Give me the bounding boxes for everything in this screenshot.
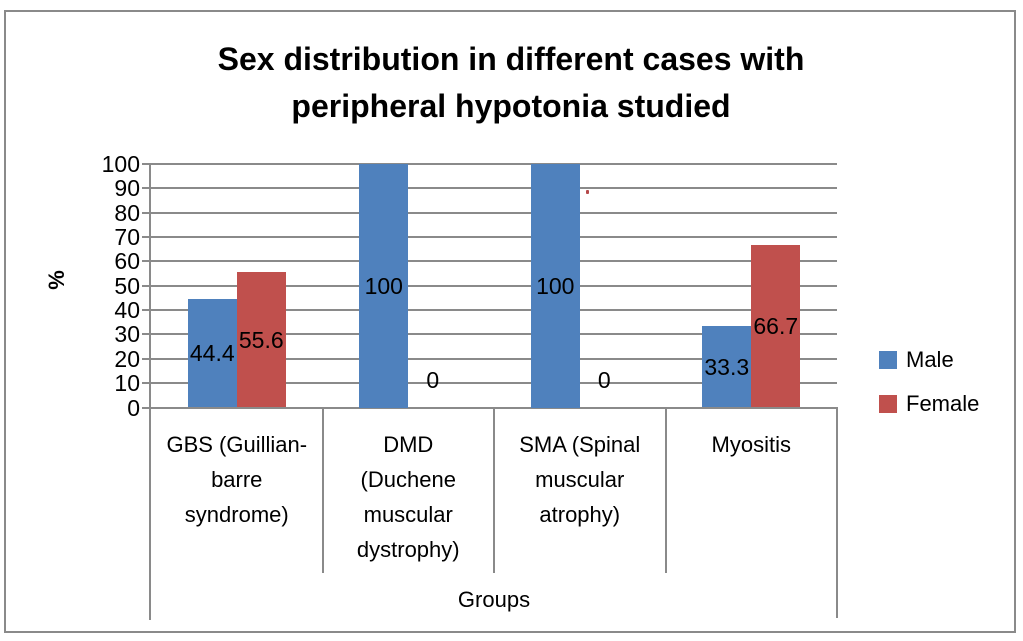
y-axis-tick bbox=[142, 333, 151, 336]
data-label-male-2: 100 bbox=[536, 272, 575, 299]
y-axis-tick bbox=[142, 236, 151, 239]
chart-title: Sex distribution in different cases with… bbox=[217, 41, 805, 124]
gridline bbox=[151, 211, 837, 214]
legend-swatch-male-icon bbox=[879, 351, 897, 369]
bar-female-3 bbox=[751, 245, 801, 408]
data-label-female-1: 0 bbox=[426, 367, 440, 393]
category-label-0: GBS (Guillian- barre syndrome) bbox=[166, 432, 308, 527]
data-label-female-3: 66.7 bbox=[753, 313, 799, 340]
y-axis-tick-label: 0 bbox=[127, 394, 140, 421]
bar-male-2 bbox=[530, 164, 580, 408]
y-axis-tick-label: 40 bbox=[114, 297, 140, 324]
data-label-male-1: 100 bbox=[364, 272, 403, 299]
data-label-male-3: 33.3 bbox=[704, 353, 750, 380]
y-axis-tick-label: 50 bbox=[114, 272, 140, 299]
y-axis-tick bbox=[142, 284, 151, 287]
plot-right-border bbox=[836, 407, 838, 618]
legend-entry-female: Female bbox=[879, 391, 979, 417]
bar-male-1 bbox=[359, 164, 409, 408]
y-axis-tick bbox=[142, 357, 151, 360]
y-axis-tick bbox=[142, 260, 151, 263]
y-axis-tick bbox=[142, 406, 151, 409]
data-label-female-0: 55.6 bbox=[238, 326, 284, 353]
legend-label-female: Female bbox=[906, 391, 980, 416]
y-axis-tick bbox=[142, 211, 151, 214]
bar-male-3 bbox=[702, 326, 752, 408]
y-axis-title: % bbox=[44, 270, 69, 290]
chart-border-frame bbox=[4, 10, 1016, 633]
category-label-2: SMA (Spinal muscular atrophy) bbox=[519, 432, 641, 527]
y-axis-tick-label: 30 bbox=[114, 321, 140, 348]
bar-male-0 bbox=[187, 299, 237, 408]
gridline bbox=[151, 187, 837, 190]
gridline bbox=[151, 309, 837, 312]
y-axis-tick-label: 20 bbox=[114, 345, 140, 372]
gridline bbox=[151, 284, 837, 287]
gridline bbox=[151, 236, 837, 239]
y-axis-tick-label: 100 bbox=[101, 151, 140, 177]
stray-red-speck bbox=[586, 190, 589, 194]
y-axis-tick-label: 90 bbox=[114, 175, 140, 202]
y-axis-tick-label: 80 bbox=[114, 199, 140, 226]
category-separator bbox=[493, 407, 495, 573]
legend-swatch-female-icon bbox=[879, 395, 897, 413]
bar-female-0 bbox=[236, 272, 286, 408]
gridline bbox=[151, 333, 837, 336]
y-axis-tick bbox=[142, 163, 151, 165]
gridline bbox=[151, 163, 837, 165]
data-label-male-0: 44.4 bbox=[189, 340, 235, 367]
gridline bbox=[151, 357, 837, 360]
category-separator bbox=[321, 407, 324, 573]
data-label-female-2: 0 bbox=[597, 367, 611, 393]
category-label-1: DMD (Duchene muscular dystrophy) bbox=[356, 432, 460, 562]
y-axis-tick bbox=[142, 309, 151, 312]
legend-label-male: Male bbox=[906, 347, 954, 372]
y-axis-tick-label: 10 bbox=[114, 370, 140, 397]
y-axis-tick bbox=[142, 382, 151, 385]
y-axis-tick bbox=[142, 187, 151, 190]
x-axis-title: Groups bbox=[457, 587, 531, 612]
y-axis-line bbox=[149, 163, 151, 620]
legend-entry-male: Male bbox=[879, 347, 954, 373]
category-label-3: Myositis bbox=[711, 432, 791, 457]
y-axis-tick-label: 60 bbox=[114, 248, 140, 275]
category-separator bbox=[664, 407, 667, 573]
y-axis-tick-label: 70 bbox=[114, 224, 140, 251]
gridline bbox=[151, 260, 837, 263]
gridline bbox=[151, 382, 837, 385]
